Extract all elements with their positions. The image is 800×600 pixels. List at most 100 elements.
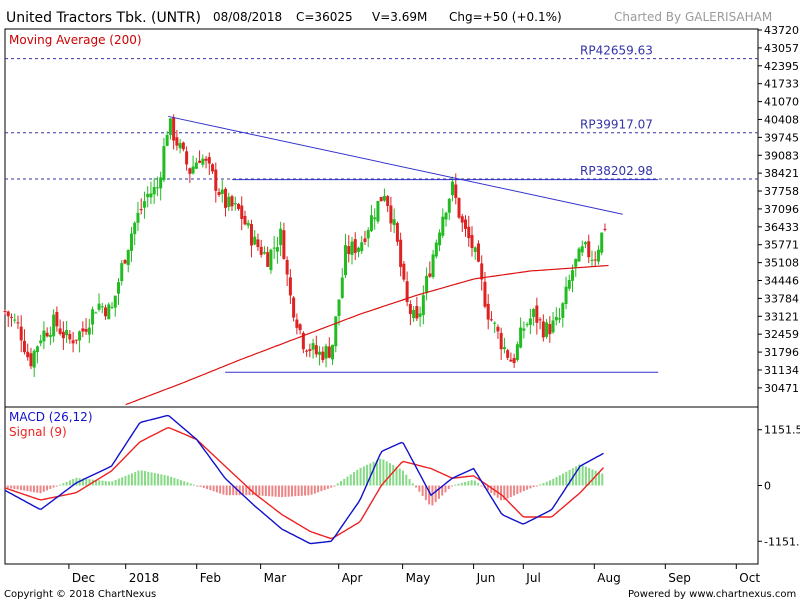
macd-histogram-bar bbox=[388, 463, 391, 486]
candle-body bbox=[564, 286, 568, 304]
candle-body bbox=[496, 326, 500, 332]
candle-body bbox=[321, 351, 325, 361]
time-tick-label: Aug bbox=[597, 571, 620, 585]
macd-histogram-bar bbox=[330, 485, 333, 488]
candle-body bbox=[65, 330, 69, 336]
candle-body bbox=[360, 242, 364, 252]
candle-body bbox=[227, 196, 231, 207]
candle-body bbox=[379, 196, 383, 202]
candle-body bbox=[198, 160, 202, 163]
candle-body bbox=[545, 322, 549, 337]
macd-histogram-bar bbox=[522, 485, 525, 492]
candle-body bbox=[236, 203, 240, 209]
candle-body bbox=[142, 201, 146, 208]
candle-body bbox=[441, 216, 445, 236]
candle-body bbox=[580, 246, 584, 253]
macd-histogram-bar bbox=[271, 485, 274, 497]
macd-histogram-bar bbox=[349, 474, 352, 486]
candle-body bbox=[493, 322, 497, 324]
candle-body bbox=[386, 196, 390, 207]
macd-histogram-bar bbox=[317, 485, 320, 493]
macd-histogram-bar bbox=[467, 481, 470, 486]
candle-body bbox=[464, 219, 468, 229]
candle-body bbox=[165, 135, 169, 146]
macd-histogram-bar bbox=[42, 485, 45, 492]
macd-histogram-bar bbox=[405, 474, 408, 486]
macd-histogram-bar bbox=[29, 485, 32, 492]
candle-body bbox=[571, 270, 575, 281]
macd-histogram-bar bbox=[13, 485, 16, 489]
macd-histogram-bar bbox=[166, 475, 169, 486]
time-tick-label: Dec bbox=[72, 571, 95, 585]
candle-body bbox=[211, 164, 215, 172]
macd-histogram-bar bbox=[431, 485, 434, 506]
macd-histogram-bar bbox=[186, 482, 189, 486]
macd-histogram-bar bbox=[189, 483, 192, 486]
macd-histogram-bar bbox=[562, 473, 565, 486]
macd-histogram-bar bbox=[85, 478, 88, 486]
macd-histogram-bar bbox=[447, 485, 450, 490]
time-tick-label: May bbox=[406, 571, 431, 585]
macd-histogram-bar bbox=[277, 485, 280, 497]
candle-body bbox=[311, 343, 315, 350]
macd-histogram-bar bbox=[339, 481, 342, 486]
candle-body bbox=[451, 181, 455, 196]
candle-body bbox=[275, 247, 279, 252]
candle-body bbox=[382, 195, 386, 201]
candle-body bbox=[207, 157, 211, 164]
candle-body bbox=[32, 350, 36, 368]
candle-body bbox=[16, 322, 20, 324]
macd-histogram-bar bbox=[222, 485, 225, 495]
candle-body bbox=[220, 189, 224, 194]
candle-body bbox=[282, 230, 286, 259]
candle-body bbox=[454, 184, 458, 198]
price-tick-label: 33784 bbox=[764, 292, 799, 305]
candle-body bbox=[587, 241, 591, 258]
candle-body bbox=[350, 241, 354, 255]
candle-body bbox=[246, 222, 250, 226]
macd-histogram-bar bbox=[597, 472, 600, 486]
macd-histogram-bar bbox=[575, 466, 578, 486]
candle-body bbox=[285, 259, 289, 275]
macd-histogram-bar bbox=[526, 485, 529, 490]
macd-histogram-bar bbox=[32, 485, 35, 493]
moving-average-line bbox=[125, 264, 609, 406]
candle-body bbox=[405, 281, 409, 303]
price-tick-label: 33121 bbox=[764, 310, 799, 323]
macd-histogram-bar bbox=[326, 485, 329, 489]
candle-body bbox=[389, 205, 393, 224]
candle-body bbox=[139, 209, 143, 211]
macd-histogram-bar bbox=[46, 485, 49, 491]
candle-body bbox=[259, 246, 263, 255]
price-tick-label: 37096 bbox=[764, 203, 799, 216]
candle-body bbox=[272, 247, 276, 249]
macd-histogram-bar bbox=[323, 485, 326, 490]
macd-histogram-bar bbox=[408, 479, 411, 486]
macd-histogram-bar bbox=[434, 485, 437, 503]
macd-tick-label: 0 bbox=[764, 480, 771, 493]
candle-body bbox=[162, 146, 166, 181]
candle-body bbox=[415, 306, 419, 319]
macd-histogram-bar bbox=[555, 477, 558, 486]
candle-body bbox=[512, 358, 516, 364]
candle-body bbox=[136, 212, 140, 223]
macd-histogram-bar bbox=[509, 485, 512, 497]
candlesticks bbox=[3, 114, 607, 378]
macd-histogram-bar bbox=[268, 485, 271, 497]
macd-histogram-bar bbox=[565, 471, 568, 486]
candle-body bbox=[9, 316, 13, 318]
candle-body bbox=[301, 332, 305, 350]
candle-body bbox=[318, 351, 322, 355]
candle-body bbox=[61, 331, 65, 339]
candle-body bbox=[431, 254, 435, 278]
candle-body bbox=[344, 245, 348, 276]
candle-body bbox=[42, 330, 46, 342]
candle-body bbox=[483, 281, 487, 307]
macd-histogram-bar bbox=[19, 485, 22, 491]
macd-histogram-bar bbox=[59, 484, 62, 486]
macd-histogram-bar bbox=[251, 485, 254, 496]
price-tick-label: 42395 bbox=[764, 60, 799, 73]
macd-histogram-bar bbox=[601, 473, 604, 486]
macd-histogram-bar bbox=[173, 477, 176, 486]
macd-y-axis: 1151.5 0 -1151.5 bbox=[758, 424, 800, 548]
